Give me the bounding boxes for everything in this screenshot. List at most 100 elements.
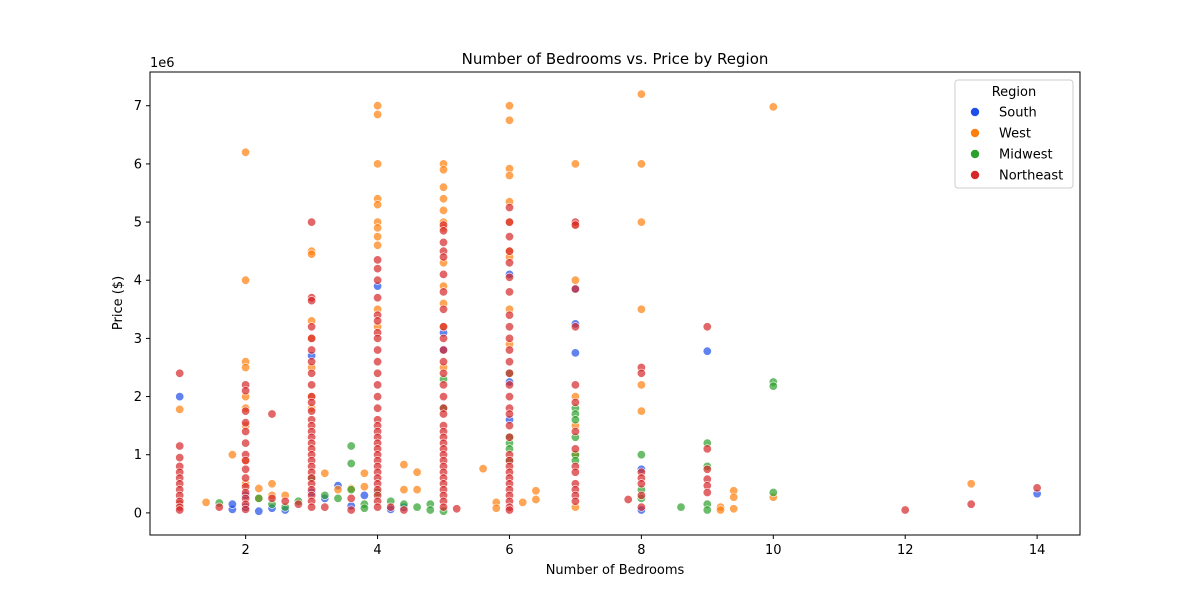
data-point-west [478,464,488,474]
legend-label-south: South [999,106,1037,121]
legend-marker-midwest [970,149,980,159]
data-point-midwest [359,503,369,513]
data-point-northeast [623,494,633,504]
data-point-west [504,101,514,111]
data-point-northeast [373,333,383,343]
data-point-northeast [438,237,448,247]
data-point-midwest [768,381,778,391]
data-point-northeast [504,421,514,431]
data-point-northeast [373,264,383,274]
data-point-west [412,467,422,477]
data-point-west [254,483,264,493]
data-point-west [359,482,369,492]
data-point-west [636,217,646,227]
data-point-west [518,497,528,507]
data-point-west [267,479,277,489]
data-point-west [241,362,251,372]
data-point-northeast [966,499,976,509]
x-tick-label: 4 [373,543,381,558]
data-point-west [320,468,330,478]
data-point-west [491,503,501,513]
data-point-northeast [636,502,646,512]
data-point-northeast [504,345,514,355]
data-point-west [715,505,725,515]
data-point-northeast [307,502,317,512]
data-point-northeast [570,220,580,230]
chart-title: Number of Bedrooms vs. Price by Region [462,50,769,68]
data-point-south [359,490,369,500]
points-layer [175,89,1042,516]
data-point-south [227,499,237,509]
y-axis-title: Price ($) [111,276,126,330]
data-point-south [254,506,264,516]
data-point-northeast [504,357,514,367]
data-point-northeast [175,441,185,451]
data-point-northeast [504,246,514,256]
data-point-west [438,165,448,175]
data-point-northeast [373,255,383,265]
data-point-northeast [702,487,712,497]
data-point-northeast [175,368,185,378]
data-point-west [729,492,739,502]
y-tick-label: 5 [134,216,142,231]
data-point-west [438,205,448,215]
legend-title: Region [992,85,1037,100]
legend-label-midwest: Midwest [999,148,1053,163]
data-point-south [175,392,185,402]
data-point-northeast [241,473,251,483]
data-point-west [373,200,383,210]
data-point-northeast [438,392,448,402]
y-axis-ticks: 0 1 2 3 4 5 6 7 [134,99,150,521]
data-point-midwest [346,441,356,451]
data-point-northeast [438,269,448,279]
data-point-northeast [267,409,277,419]
data-point-northeast [373,403,383,413]
data-point-west [241,147,251,157]
data-point-northeast [241,426,251,436]
data-point-northeast [702,464,712,474]
x-axis-ticks: 2 4 6 8 10 12 14 [241,535,1045,558]
data-point-northeast [438,226,448,236]
data-point-west [531,494,541,504]
data-point-west [636,380,646,390]
data-point-northeast [373,316,383,326]
data-point-south [702,346,712,356]
data-point-northeast [241,464,251,474]
data-point-midwest [636,450,646,460]
data-point-west [373,240,383,250]
data-point-northeast [307,345,317,355]
data-point-west [438,182,448,192]
data-point-northeast [346,505,356,515]
data-point-west [175,404,185,414]
x-tick-label: 8 [637,543,645,558]
data-point-northeast [307,322,317,332]
y-axis-offset-label: 1e6 [150,56,175,71]
y-tick-label: 3 [134,332,142,347]
y-tick-label: 2 [134,390,142,405]
data-point-northeast [320,502,330,512]
data-point-west [438,194,448,204]
data-point-west [373,159,383,169]
x-tick-label: 6 [505,543,513,558]
data-point-northeast [307,380,317,390]
data-point-northeast [504,203,514,213]
data-point-northeast [241,386,251,396]
legend: Region South West Midwest Northeast [954,79,1074,189]
data-point-northeast [438,357,448,367]
data-point-northeast [636,368,646,378]
data-point-northeast [373,380,383,390]
data-point-northeast [570,284,580,294]
data-point-northeast [373,275,383,285]
data-point-northeast [241,418,251,428]
data-point-northeast [293,499,303,509]
data-point-northeast [280,496,290,506]
data-point-northeast [241,406,251,416]
legend-marker-south [970,107,980,117]
data-point-northeast [504,232,514,242]
data-point-northeast [373,357,383,367]
data-point-northeast [307,217,317,227]
data-point-west [412,485,422,495]
data-point-northeast [241,455,251,465]
data-point-northeast [373,502,383,512]
